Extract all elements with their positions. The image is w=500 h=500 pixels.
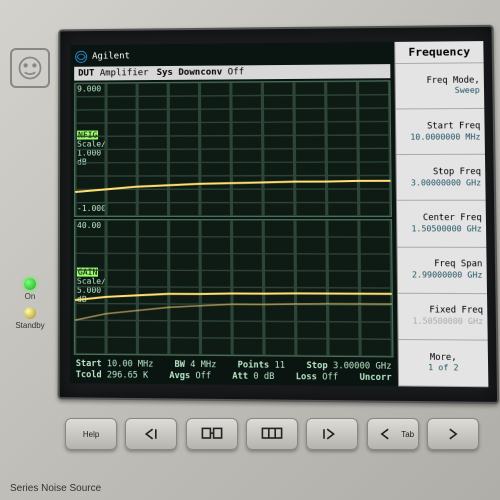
- bw-key: BW: [175, 360, 185, 370]
- instrument-body: On Standby Agilent DUT Amplifier Sys Dow: [0, 0, 500, 500]
- softmenu-item-key: Fixed Freq: [402, 306, 483, 317]
- nav-right-key[interactable]: [306, 418, 358, 450]
- softmenu: Frequency Freq Mode,SweepStart Freq10.00…: [394, 41, 488, 387]
- softmenu-item-0[interactable]: Freq Mode,Sweep: [395, 63, 484, 109]
- nav-left-icon: [137, 426, 165, 442]
- softmenu-item-key: More,: [403, 352, 484, 364]
- brand-text: Agilent: [92, 51, 130, 61]
- softmenu-item-6[interactable]: More,1 of 2: [399, 340, 489, 387]
- nav-left-key[interactable]: [125, 418, 177, 450]
- softmenu-item-5: Fixed Freq1.50500000 GHz: [398, 293, 488, 340]
- nfig-svg: [75, 81, 391, 216]
- softkey-label: Tab: [401, 430, 414, 439]
- points-val: 11: [274, 360, 285, 370]
- stop-val: 3.00000 GHz: [333, 361, 392, 372]
- softmenu-item-key: Start Freq: [400, 121, 480, 132]
- softmenu-item-val: 3.00000000 GHz: [401, 178, 481, 188]
- pane-swap-icon: [198, 426, 226, 442]
- softkey-label: Help: [83, 430, 99, 439]
- noise-source-label: Series Noise Source: [10, 483, 101, 494]
- softmenu-item-val: Sweep: [400, 86, 480, 97]
- pane-swap-key[interactable]: [186, 418, 238, 450]
- face-icon: [10, 48, 50, 88]
- screen: Agilent DUT Amplifier Sys Downconv Off 9…: [70, 41, 489, 387]
- softmenu-item-val: 2.99000000 GHz: [402, 270, 483, 281]
- softmenu-item-3[interactable]: Center Freq1.50500000 GHz: [397, 201, 486, 247]
- tab-right-icon: [439, 426, 467, 442]
- brand-row: Agilent: [74, 46, 390, 65]
- plot-area: Agilent DUT Amplifier Sys Downconv Off 9…: [70, 42, 398, 386]
- softmenu-item-1[interactable]: Start Freq10.0000000 MHz: [396, 109, 485, 155]
- gain-grid: [75, 220, 393, 356]
- nfig-chart: 9.000 NFIG Scale/ 1.000 dB -1.000: [74, 80, 392, 217]
- avgs-val: Off: [195, 371, 211, 381]
- softkey-row: Help Tab: [58, 408, 486, 460]
- gain-svg: [75, 220, 393, 356]
- softmenu-item-val: 1.50500000 GHz: [401, 224, 482, 234]
- tab-right-key[interactable]: [427, 418, 479, 450]
- start-val: 10.00 MHz: [107, 359, 154, 370]
- loss-val: Off: [322, 372, 338, 382]
- zoom-key[interactable]: [246, 418, 298, 450]
- help-key[interactable]: Help: [65, 418, 117, 450]
- att-key: Att: [232, 371, 248, 381]
- left-control-panel: On Standby: [4, 40, 56, 420]
- tcold-key: Tcold: [76, 370, 102, 380]
- avgs-key: Avgs: [169, 371, 190, 381]
- points-key: Points: [238, 360, 270, 371]
- softmenu-item-val: 10.0000000 MHz: [400, 132, 480, 143]
- att-val: 0 dB: [253, 372, 274, 382]
- bw-val: 4 MHz: [190, 360, 216, 370]
- zoom-icon: [258, 426, 286, 442]
- softmenu-item-2[interactable]: Stop Freq3.00000000 GHz: [396, 155, 485, 201]
- nfig-grid: [75, 81, 391, 216]
- sys-value: Off: [228, 67, 245, 77]
- agilent-logo-icon: [74, 50, 88, 64]
- tab-left-key[interactable]: Tab: [367, 418, 419, 450]
- tab-left-icon: [371, 426, 399, 442]
- dut-key: DUT: [78, 69, 94, 79]
- dut-value: Amplifier: [100, 68, 149, 78]
- power-on-label: On: [4, 292, 56, 301]
- standby-led: [24, 307, 36, 319]
- softmenu-title: Frequency: [395, 41, 483, 64]
- softmenu-item-val: 1.50500000 GHz: [402, 316, 483, 327]
- softmenu-item-val: 1 of 2: [403, 363, 484, 374]
- softmenu-item-4[interactable]: Freq Span2.99000000 GHz: [397, 247, 487, 294]
- softmenu-item-key: Freq Span: [402, 259, 483, 270]
- nav-right-icon: [318, 426, 346, 442]
- start-key: Start: [76, 359, 102, 369]
- loss-key: Loss: [296, 372, 317, 382]
- tcold-val: 296.65 K: [107, 370, 148, 381]
- softmenu-item-key: Freq Mode,: [400, 75, 480, 86]
- standby-label: Standby: [4, 321, 56, 330]
- gain-chart: 40.00 GAIN Scale/ 5.000 dB: [74, 219, 394, 357]
- sys-key: Sys Downconv: [157, 68, 223, 78]
- power-on-led: [24, 278, 36, 290]
- softmenu-item-key: Stop Freq: [401, 167, 481, 178]
- dut-status-bar: DUT Amplifier Sys Downconv Off: [74, 64, 390, 81]
- status-readout: Start 10.00 MHz BW 4 MHz Points 11 Stop …: [74, 357, 394, 385]
- softmenu-item-key: Center Freq: [401, 213, 482, 224]
- corr-val: Uncorr: [360, 373, 392, 384]
- stop-key: Stop: [306, 361, 327, 371]
- screen-frame: Agilent DUT Amplifier Sys Downconv Off 9…: [58, 25, 500, 404]
